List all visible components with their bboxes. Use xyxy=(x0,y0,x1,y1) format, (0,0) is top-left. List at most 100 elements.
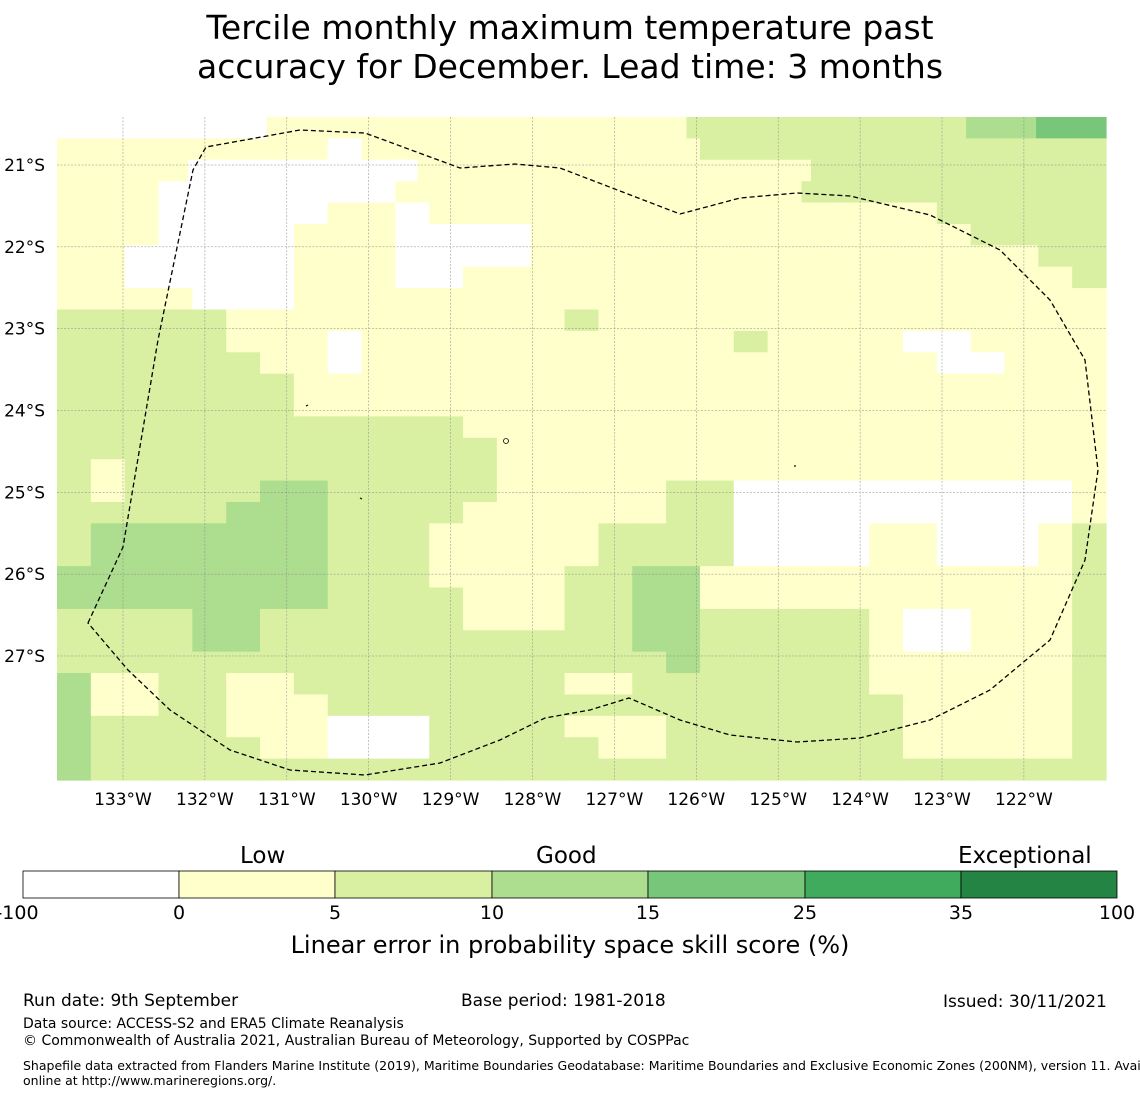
skill-cell xyxy=(1038,181,1073,204)
skill-cell xyxy=(835,309,870,332)
skill-cell xyxy=(564,266,600,289)
skill-cell xyxy=(598,245,633,268)
skill-cell xyxy=(598,587,633,610)
skill-cell xyxy=(970,480,1006,503)
skill-cell xyxy=(733,288,769,311)
skill-cell xyxy=(293,501,329,524)
skill-cell xyxy=(767,715,803,738)
skill-cell xyxy=(869,630,904,653)
skill-cell xyxy=(767,544,803,567)
skill-cell xyxy=(564,608,600,631)
skill-cell xyxy=(564,501,600,524)
skill-cell xyxy=(496,138,532,161)
skill-cell xyxy=(1072,288,1107,311)
skill-cell xyxy=(327,202,363,225)
skill-cell xyxy=(429,566,464,589)
skill-cell xyxy=(1073,159,1107,182)
category-good: Good xyxy=(536,843,597,869)
skill-cell xyxy=(1072,309,1107,332)
skill-cell xyxy=(632,459,667,482)
skill-cell xyxy=(260,651,295,674)
skill-cell xyxy=(632,202,667,225)
skill-cell xyxy=(843,159,878,182)
skill-cell xyxy=(835,694,870,717)
skill-cell xyxy=(1072,330,1107,353)
skill-cell xyxy=(124,202,160,225)
skill-cell xyxy=(463,138,498,161)
skill-cell xyxy=(89,159,124,182)
skill-cell xyxy=(801,715,836,738)
skill-cell xyxy=(226,309,261,332)
skill-cell xyxy=(733,566,769,589)
skill-cell xyxy=(1001,117,1037,139)
skill-cell xyxy=(801,758,836,781)
skill-cell xyxy=(666,330,701,353)
skill-cell xyxy=(733,245,769,268)
skill-cell xyxy=(564,223,600,246)
skill-cell xyxy=(226,715,261,738)
skill-cell xyxy=(395,352,430,375)
skill-cell xyxy=(1038,758,1073,781)
skill-cell xyxy=(496,694,532,717)
skill-cell xyxy=(90,694,126,717)
skill-cell xyxy=(57,181,92,204)
skill-cell xyxy=(1072,266,1107,289)
skill-cell xyxy=(327,651,363,674)
skill-cell xyxy=(632,737,667,760)
skill-cell xyxy=(632,480,667,503)
skill-cell xyxy=(936,523,972,546)
skill-cell xyxy=(632,523,667,546)
skill-cell xyxy=(970,288,1006,311)
longitude-label: 126°W xyxy=(667,790,725,810)
skill-cell xyxy=(733,352,769,375)
latitude-label: 22°S xyxy=(4,238,45,258)
skill-cell xyxy=(226,737,261,760)
skill-cell xyxy=(463,501,498,524)
skill-cell xyxy=(666,587,701,610)
skill-cell xyxy=(327,266,363,289)
skill-cell xyxy=(564,523,600,546)
skill-cell xyxy=(835,416,870,439)
skill-cell xyxy=(666,523,701,546)
longitude-label: 130°W xyxy=(340,790,398,810)
skill-cell xyxy=(1004,459,1039,482)
skill-cell xyxy=(260,266,295,289)
skill-cell xyxy=(712,159,747,182)
skill-cell xyxy=(876,159,910,182)
skill-cell xyxy=(767,223,803,246)
skill-cell xyxy=(327,352,363,375)
skill-cell xyxy=(666,694,701,717)
skill-grid-cells xyxy=(57,117,1107,781)
skill-cell xyxy=(1004,544,1039,567)
skill-cell xyxy=(395,330,430,353)
skill-cell xyxy=(936,544,972,567)
skill-cell xyxy=(124,416,160,439)
skill-cell xyxy=(1072,223,1107,246)
skill-cell xyxy=(226,651,261,674)
skill-cell xyxy=(835,544,870,567)
issued-date: Issued: 30/11/2021 xyxy=(943,992,1107,1012)
skill-cell xyxy=(260,373,295,396)
skill-cell xyxy=(192,352,227,375)
skill-cell xyxy=(429,437,464,460)
skill-cell xyxy=(564,437,600,460)
skill-cell xyxy=(598,673,633,696)
skill-cell xyxy=(226,395,261,418)
skill-cell xyxy=(361,266,396,289)
longitude-label: 132°W xyxy=(176,790,234,810)
skill-cell xyxy=(970,694,1006,717)
skill-cell xyxy=(226,181,261,204)
skill-cell xyxy=(293,416,329,439)
skill-cell xyxy=(801,630,836,653)
skill-cell xyxy=(90,501,126,524)
longitude-label: 133°W xyxy=(94,790,152,810)
skill-cell xyxy=(564,138,600,161)
skill-cell xyxy=(970,651,1006,674)
skill-cell xyxy=(395,544,430,567)
skill-cell xyxy=(699,673,735,696)
skill-cell xyxy=(767,416,803,439)
skill-cell xyxy=(699,309,735,332)
skill-cell xyxy=(801,352,836,375)
skill-cell xyxy=(801,245,836,268)
skill-cell xyxy=(327,395,363,418)
